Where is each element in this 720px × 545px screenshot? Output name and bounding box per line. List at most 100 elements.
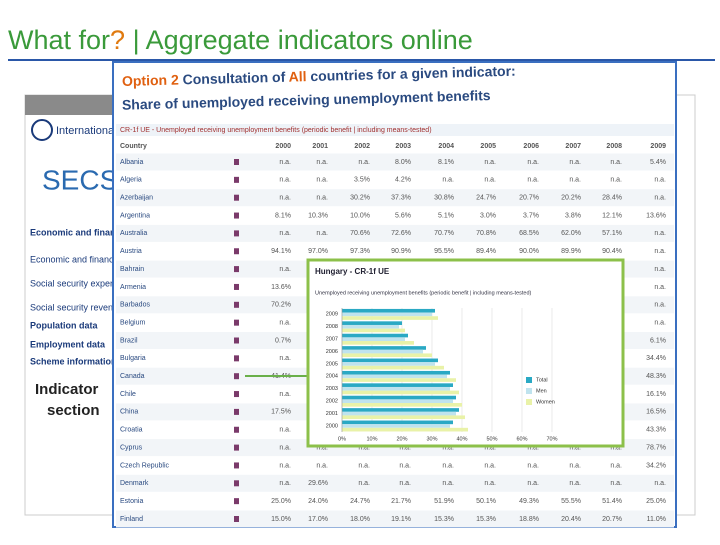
bar: [342, 408, 459, 412]
table-cell: n.a.: [316, 230, 328, 237]
column-header: 2007: [565, 143, 581, 150]
chart-icon: [234, 498, 239, 505]
table-cell: 20.7%: [519, 195, 539, 202]
chart-icon: [234, 462, 239, 469]
legend-swatch: [526, 377, 532, 383]
column-header: Country: [120, 143, 147, 150]
table-cell: 70.2%: [271, 302, 291, 309]
country-cell: Czech Republic: [120, 462, 170, 469]
table-cell: 70.6%: [350, 230, 370, 237]
table-cell: n.a.: [654, 284, 666, 291]
table-cell: n.a.: [358, 480, 370, 487]
table-cell: 15.3%: [476, 516, 496, 523]
table-cell: 90.4%: [602, 248, 622, 255]
legend-label: Total: [536, 377, 548, 383]
table-cell: 28.4%: [602, 195, 622, 202]
chart-icon: [234, 337, 239, 344]
legend-label: Men: [536, 388, 547, 394]
table-cell: n.a.: [316, 195, 328, 202]
site-logo: [31, 119, 53, 141]
legend-swatch: [526, 388, 532, 394]
bar: [342, 399, 453, 404]
callout-text: section: [47, 402, 100, 419]
chart-icon: [234, 266, 239, 273]
table-cell: n.a.: [610, 159, 622, 166]
row-bg: [116, 510, 674, 528]
table-cell: 15.3%: [434, 516, 454, 523]
chart-icon: [234, 355, 239, 362]
y-tick-label: 2007: [326, 336, 338, 342]
menu-item: Social security revenue: [30, 302, 123, 312]
logo-text: International: [56, 125, 117, 137]
table-cell: n.a.: [569, 159, 581, 166]
y-tick-label: 2006: [326, 349, 338, 355]
table-cell: n.a.: [654, 195, 666, 202]
table-cell: 90.9%: [391, 248, 411, 255]
y-tick-label: 2009: [326, 312, 338, 318]
table-cell: 6.1%: [650, 337, 666, 344]
table-cell: n.a.: [442, 480, 454, 487]
bar: [342, 370, 450, 375]
table-cell: 30.2%: [350, 195, 370, 202]
table-cell: n.a.: [358, 444, 370, 451]
table-cell: n.a.: [442, 444, 454, 451]
country-cell: Cyprus: [120, 444, 143, 451]
country-cell: Azerbaijan: [120, 195, 153, 202]
table-cell: n.a.: [316, 177, 328, 184]
column-header: 2006: [523, 143, 539, 150]
table-cell: 21.7%: [391, 498, 411, 505]
table-cell: n.a.: [569, 177, 581, 184]
chart-icon: [234, 408, 239, 415]
table-cell: n.a.: [527, 462, 539, 469]
table-cell: n.a.: [610, 177, 622, 184]
country-cell: Belgium: [120, 319, 145, 326]
table-cell: n.a.: [654, 177, 666, 184]
title-mark: ?: [110, 25, 125, 55]
menu-item: Economic and financial background data: [30, 254, 192, 264]
table-cell: 18.8%: [519, 516, 539, 523]
table-cell: 43.3%: [646, 427, 666, 434]
table-cell: 19.1%: [391, 516, 411, 523]
country-cell: Denmark: [120, 480, 149, 487]
bar: [342, 358, 438, 363]
bar: [342, 415, 465, 420]
table-cell: 17.5%: [271, 409, 291, 416]
table-cell: 49.3%: [519, 498, 539, 505]
country-cell: Albania: [120, 159, 143, 166]
table-cell: 62.0%: [561, 230, 581, 237]
table-cell: n.a.: [484, 159, 496, 166]
bar: [342, 324, 399, 329]
table-cell: n.a.: [442, 177, 454, 184]
bar: [342, 374, 447, 379]
x-tick-label: 30%: [426, 436, 437, 442]
bar: [342, 353, 432, 358]
country-cell: Finland: [120, 516, 143, 523]
x-tick-label: 60%: [516, 436, 527, 442]
table-cell: 24.7%: [350, 498, 370, 505]
country-cell: Algeria: [120, 177, 142, 184]
legend-label: Women: [536, 399, 555, 405]
menu-item: Social security expenditure: [30, 278, 138, 288]
table-cell: n.a.: [279, 444, 291, 451]
table-cell: 8.1%: [275, 212, 291, 219]
legend-swatch: [526, 399, 532, 405]
bar: [342, 403, 462, 407]
x-tick-label: 50%: [486, 436, 497, 442]
row-bg: [116, 153, 674, 171]
table-cell: 97.0%: [308, 248, 328, 255]
table-cell: n.a.: [316, 462, 328, 469]
title-part: | Aggregate indicators online: [125, 25, 473, 55]
table-cell: 24.7%: [476, 195, 496, 202]
table-cell: 13.6%: [271, 284, 291, 291]
table-cell: 8.0%: [395, 159, 411, 166]
bar: [342, 312, 432, 317]
table-cell: 11.0%: [647, 516, 666, 523]
table-caption: CR-1f UE - Unemployed receiving unemploy…: [120, 127, 432, 134]
bar: [342, 427, 468, 432]
table-cell: 34.4%: [646, 355, 666, 362]
table-cell: n.a.: [279, 319, 291, 326]
table-cell: 34.2%: [646, 462, 666, 469]
option-all: All: [288, 68, 306, 84]
table-cell: n.a.: [484, 177, 496, 184]
bar: [342, 386, 450, 391]
